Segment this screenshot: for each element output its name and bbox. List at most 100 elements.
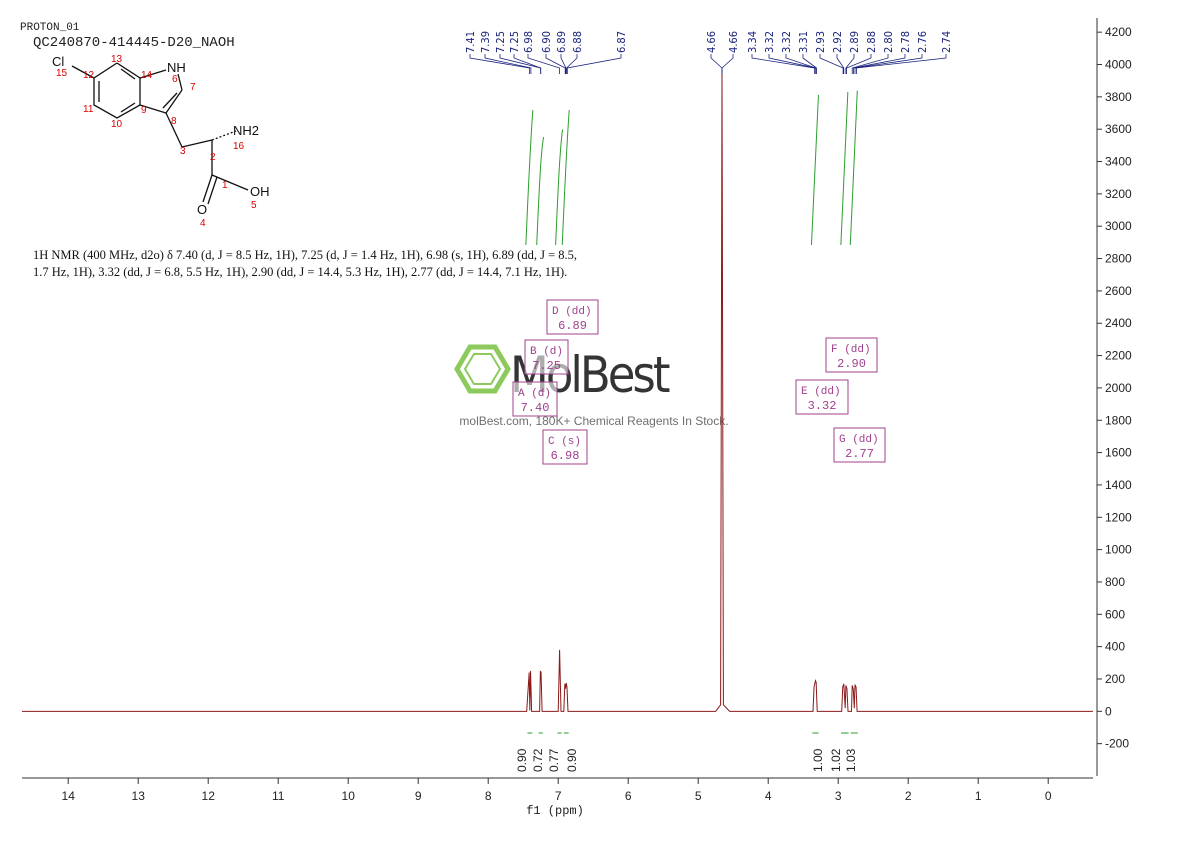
atom-number: 12 (83, 70, 95, 81)
peak-connector (566, 54, 622, 74)
x-tick-label: 5 (695, 789, 702, 803)
y-tick-label: 1000 (1105, 543, 1132, 557)
peak-label: 3.34 (746, 31, 759, 53)
peak-connector (484, 54, 532, 74)
y-tick-label: 1800 (1105, 413, 1132, 427)
multiplet-name: B (d) (530, 346, 563, 358)
y-tick-label: 0 (1105, 704, 1112, 718)
multiplet-shift: 6.89 (558, 319, 587, 333)
peak-label: 4.66 (727, 31, 740, 53)
x-tick-label: 4 (765, 789, 772, 803)
multiplet-box (795, 379, 849, 415)
sample-name: QC240870-414445-D20_NAOH (33, 35, 235, 51)
atom-number: 7 (190, 82, 196, 93)
peak-connector (545, 54, 566, 74)
peak-label: 2.88 (865, 31, 878, 53)
peak-connector (802, 54, 817, 74)
peak-connector (751, 54, 815, 74)
multiplet-box (512, 381, 558, 417)
integral-curve (536, 136, 545, 246)
y-tick-label: 2600 (1105, 284, 1132, 298)
atom-label: Cl (52, 54, 64, 69)
peak-label: 4.66 (705, 31, 718, 53)
multiplet-shift: 2.90 (837, 357, 866, 371)
peak-label: 7.25 (494, 31, 507, 53)
peak-label: 6.90 (540, 31, 553, 53)
integral-curve (561, 109, 570, 246)
atom-number: 16 (233, 141, 245, 152)
y-tick-label: -200 (1105, 737, 1129, 751)
integral-curve (810, 94, 819, 246)
peak-label: 3.32 (763, 31, 776, 53)
x-axis-label: f1 (ppm) (526, 804, 584, 818)
integral-curve (849, 90, 858, 246)
multiplet-name: D (dd) (552, 306, 592, 318)
peak-connector (856, 54, 947, 74)
multiplet-box (833, 427, 886, 463)
peak-label: 2.93 (814, 31, 827, 53)
atom-number: 10 (111, 119, 123, 130)
atom-label: NH (167, 60, 186, 75)
peak-connector (710, 54, 723, 74)
atom-number: 13 (111, 54, 123, 65)
integral-label: 1.03 (844, 748, 858, 772)
x-tick-label: 7 (555, 789, 562, 803)
peak-connector (836, 54, 845, 74)
peak-label: 3.32 (780, 31, 793, 53)
y-tick-label: 1400 (1105, 478, 1132, 492)
multiplet-shift: 7.25 (532, 359, 561, 373)
x-tick-label: 2 (905, 789, 912, 803)
peak-label: 2.89 (848, 31, 861, 53)
integral-curve (840, 91, 849, 246)
multiplet-shift: 6.98 (551, 449, 580, 463)
x-tick-label: 10 (342, 789, 356, 803)
integral-curve (555, 129, 564, 246)
y-tick-label: 2000 (1105, 381, 1132, 395)
watermark-logo (454, 344, 511, 394)
integral-label: 1.02 (829, 748, 843, 772)
peak-connector (721, 54, 734, 74)
x-tick-label: 3 (835, 789, 842, 803)
integral-label: 0.72 (531, 748, 545, 772)
watermark-tagline: molBest.com, 180K+ Chemical Reagents In … (459, 414, 728, 428)
peak-connector (469, 54, 530, 74)
atom-number: 5 (251, 200, 257, 211)
y-tick-label: 3800 (1105, 90, 1132, 104)
peak-connector (853, 54, 906, 74)
multiplet-shift: 7.40 (521, 401, 550, 415)
peak-label: 6.89 (555, 31, 568, 53)
integral-label: 0.90 (565, 748, 579, 772)
atom-number: 11 (83, 104, 94, 115)
y-tick-label: 1200 (1105, 510, 1132, 524)
peak-connector (854, 54, 923, 74)
atom-number: 9 (141, 105, 147, 116)
multiplet-name: C (s) (548, 436, 581, 448)
atom-label: O (197, 202, 207, 217)
integral-curve (525, 109, 534, 246)
atom-number: 1 (222, 180, 228, 191)
peak-label: 3.31 (797, 31, 810, 53)
x-tick-label: 8 (485, 789, 492, 803)
x-tick-label: 13 (132, 789, 146, 803)
integral-label: 0.90 (515, 748, 529, 772)
y-tick-label: 3600 (1105, 122, 1132, 136)
peak-label: 6.87 (615, 31, 628, 53)
multiplet-name: A (d) (518, 388, 551, 400)
peak-label: 2.78 (899, 31, 912, 53)
y-tick-label: 4000 (1105, 58, 1132, 72)
peak-label: 7.41 (464, 31, 477, 53)
multiplet-name: F (dd) (831, 344, 871, 356)
multiplet-box (546, 299, 599, 335)
y-tick-label: 2800 (1105, 252, 1132, 266)
x-tick-label: 1 (975, 789, 982, 803)
peak-connector (845, 54, 855, 74)
multiplet-name: G (dd) (839, 434, 879, 446)
x-tick-label: 11 (272, 789, 285, 803)
watermark-logo-inner (463, 353, 502, 385)
y-tick-label: 3200 (1105, 187, 1132, 201)
x-tick-label: 6 (625, 789, 632, 803)
y-tick-label: 800 (1105, 575, 1125, 589)
atom-label: OH (250, 184, 270, 199)
